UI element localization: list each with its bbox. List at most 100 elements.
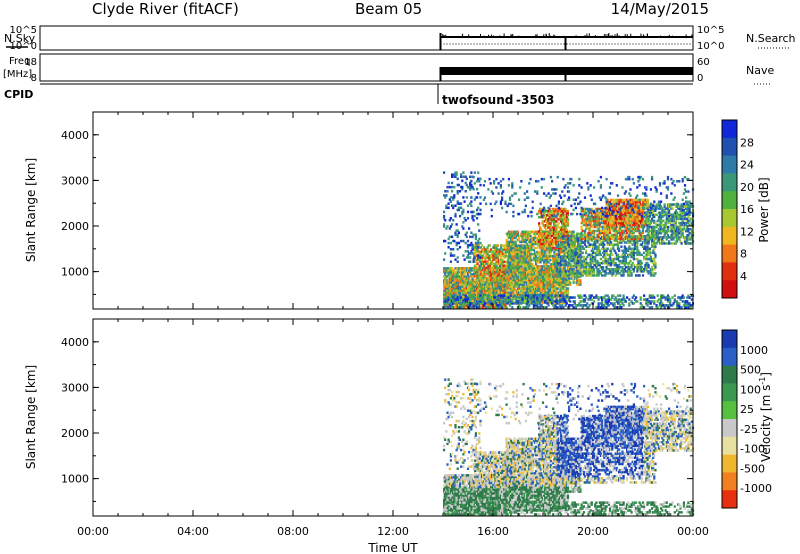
data-cell [551, 287, 554, 290]
data-cell [619, 266, 622, 269]
data-cell [563, 241, 566, 244]
data-cell [479, 252, 482, 255]
data-cell [535, 285, 538, 288]
data-cell [485, 295, 488, 298]
data-cell [477, 244, 480, 247]
data-cell [472, 285, 475, 288]
data-cell [473, 270, 476, 274]
data-cell [532, 285, 535, 288]
data-cell [485, 270, 488, 274]
data-cell [598, 261, 601, 265]
data-cell [483, 268, 486, 272]
data-cell [560, 289, 563, 292]
data-cell [456, 306, 459, 309]
data-cell [478, 272, 481, 276]
data-cell [444, 275, 447, 278]
data-cell [497, 285, 500, 288]
data-cell [465, 277, 468, 280]
data-cell [449, 285, 452, 288]
data-cell [446, 285, 449, 288]
data-cell [452, 281, 455, 284]
data-cell [521, 281, 524, 284]
data-cell [531, 289, 534, 292]
data-cell [577, 237, 580, 240]
data-cell [503, 281, 506, 284]
data-cell [541, 291, 545, 294]
data-cell [456, 291, 459, 294]
data-cell [493, 293, 496, 296]
data-cell [619, 259, 622, 263]
data-cell [468, 277, 471, 280]
nsearch-tick-top: 10^5 [697, 25, 724, 36]
data-cell [551, 291, 554, 294]
data-cell [545, 273, 548, 276]
data-cell [560, 291, 563, 294]
data-cell [518, 285, 521, 288]
data-cell [487, 297, 490, 300]
data-cell [513, 289, 516, 292]
data-cell [565, 287, 568, 290]
data-cell [523, 287, 526, 290]
data-cell [465, 304, 468, 307]
data-cell [454, 287, 457, 290]
data-cell [501, 274, 504, 278]
data-cell [469, 291, 472, 294]
data-cell [446, 283, 449, 286]
data-cell [508, 289, 512, 292]
data-cell [565, 228, 568, 231]
data-cell [481, 283, 484, 286]
data-cell [602, 266, 605, 269]
data-cell [449, 293, 452, 296]
data-cell [493, 281, 496, 284]
data-cell [485, 289, 488, 292]
data-cell [533, 283, 537, 286]
date-title: 14/May/2015 [611, 0, 709, 18]
data-cell [516, 289, 520, 292]
data-cell [485, 285, 488, 288]
data-cell [494, 304, 497, 307]
data-cell [498, 287, 501, 290]
data-cell [510, 285, 513, 288]
data-cell [501, 248, 504, 251]
data-cell [453, 271, 456, 274]
data-cell [478, 285, 481, 288]
data-cell [487, 304, 490, 307]
data-cell [553, 246, 556, 250]
data-cell [549, 289, 552, 292]
data-cell [503, 285, 506, 288]
data-cell [527, 287, 530, 290]
data-cell [499, 291, 502, 294]
data-cell [492, 278, 495, 282]
data-cell [481, 306, 484, 309]
data-cell [476, 273, 479, 276]
data-cell [491, 266, 494, 270]
data-cell [461, 269, 464, 272]
data-cell [454, 277, 457, 280]
data-cell [463, 275, 466, 278]
data-cell [444, 277, 447, 280]
data-cell [562, 285, 565, 288]
data-cell [485, 297, 488, 300]
data-cell [488, 264, 491, 267]
data-cell [495, 278, 498, 282]
data-cell [479, 264, 482, 267]
data-cell [444, 295, 447, 298]
data-cell [483, 260, 486, 263]
data-cell [557, 222, 560, 225]
data-cell [540, 293, 543, 296]
data-cell [638, 274, 641, 277]
data-cell [449, 289, 452, 292]
data-cell [465, 279, 468, 282]
data-cell [453, 306, 456, 309]
data-cell [483, 252, 486, 255]
data-cell [537, 289, 540, 292]
data-cell [483, 256, 486, 259]
data-cell [456, 304, 459, 307]
data-cell [500, 246, 503, 249]
data-cell [474, 306, 477, 309]
data-cell [486, 289, 489, 292]
data-cell [499, 289, 502, 292]
data-cell [460, 285, 463, 288]
data-cell [536, 291, 539, 294]
data-cell [485, 276, 488, 280]
